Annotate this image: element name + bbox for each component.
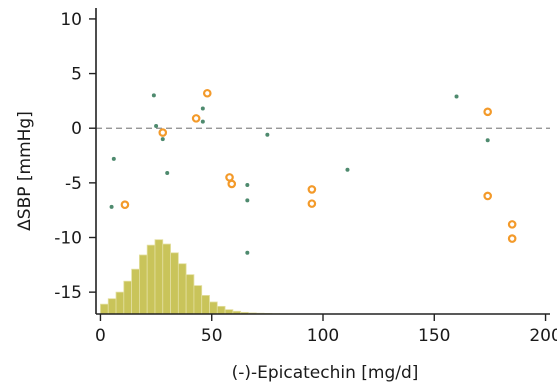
data-point-dot <box>154 124 159 129</box>
y-tick-label: 5 <box>71 65 82 85</box>
y-tick-label: -10 <box>54 229 82 249</box>
data-point-open-circle <box>483 107 492 117</box>
data-point-dot <box>265 132 270 137</box>
data-point-open-circle <box>202 88 212 98</box>
histogram-layer <box>100 239 296 315</box>
y-axis-ticks: -15 -10 -5 0 5 10 <box>54 10 96 303</box>
data-point-dot <box>200 119 205 124</box>
x-tick-label: 100 <box>307 326 339 346</box>
y-tick-label: -5 <box>65 174 82 194</box>
data-point-open-circle <box>120 200 130 210</box>
histogram-bar <box>154 239 164 315</box>
histogram-bar <box>131 268 140 315</box>
data-point-dot <box>345 167 350 172</box>
x-tick-label: 50 <box>201 326 223 346</box>
data-point-dot <box>245 198 250 203</box>
data-point-dot <box>454 94 459 99</box>
data-point-dot <box>245 183 250 188</box>
histogram-bar <box>193 285 203 315</box>
y-tick-label: -15 <box>54 283 82 303</box>
data-point-open-circle <box>225 173 234 182</box>
x-tick-label: 0 <box>95 326 106 346</box>
data-points-layer <box>109 88 517 255</box>
histogram-bar <box>100 303 109 315</box>
data-point-dot <box>151 93 156 98</box>
histogram-bar <box>170 252 179 315</box>
data-point-dot <box>245 250 250 255</box>
histogram-bar <box>138 254 148 315</box>
x-tick-label: 150 <box>418 326 450 346</box>
data-point-dot <box>111 156 116 161</box>
x-axis-ticks: 0 50 100 150 200 <box>95 314 557 346</box>
data-point-open-circle <box>191 114 201 123</box>
data-point-open-circle <box>307 199 317 208</box>
y-tick-label: 10 <box>60 10 82 30</box>
data-point-open-circle <box>507 234 517 243</box>
histogram-bar <box>209 301 218 315</box>
histogram-bar <box>201 295 210 315</box>
data-point-open-circle <box>158 128 168 137</box>
histogram-bar <box>107 298 117 315</box>
x-tick-label: 200 <box>529 326 557 346</box>
data-point-open-circle <box>507 220 517 229</box>
data-point-dot <box>165 171 170 176</box>
histogram-bar <box>216 305 226 315</box>
histogram-bar <box>146 244 156 315</box>
y-axis-title: ΔSBP [mmHg] <box>15 111 35 231</box>
data-point-open-circle <box>483 191 492 201</box>
histogram-bar <box>185 274 195 315</box>
data-point-dot <box>160 137 165 142</box>
histogram-bar <box>123 280 133 315</box>
data-point-dot <box>200 106 205 111</box>
data-point-dot <box>485 138 490 143</box>
data-point-open-circle <box>307 185 317 194</box>
histogram-bar <box>162 243 171 315</box>
histogram-bar <box>177 263 187 315</box>
data-point-dot <box>109 204 114 209</box>
data-point-open-circle <box>227 179 237 189</box>
y-tick-label: 0 <box>71 119 82 139</box>
histogram-bar <box>115 291 125 315</box>
x-axis-title: (-)-Epicatechin [mg/d] <box>232 363 419 383</box>
